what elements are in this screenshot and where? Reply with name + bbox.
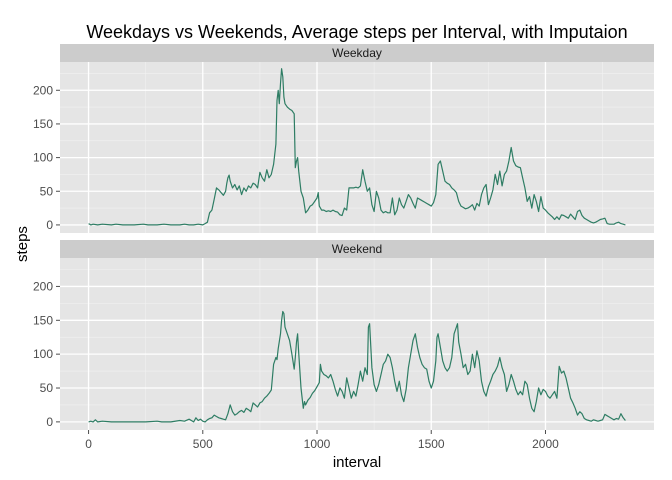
facet-strip-label: Weekend — [332, 242, 382, 256]
plot-panel-background — [60, 62, 654, 233]
y-tick-label: 200 — [33, 83, 53, 97]
facet-strip — [60, 44, 654, 62]
y-tick-label: 150 — [33, 117, 53, 131]
facet-panel-0: Weekday 0 50 100 150 200 — [33, 44, 654, 233]
x-tick-label: 2000 — [532, 437, 559, 451]
y-tick-label: 0 — [46, 415, 53, 429]
x-tick-label: 500 — [193, 437, 213, 451]
facet-strip — [60, 240, 654, 258]
x-tick-label: 1500 — [418, 437, 445, 451]
y-axis-title: steps — [14, 226, 31, 262]
chart-title: Weekdays vs Weekends, Average steps per … — [86, 22, 627, 42]
x-tick-label: 1000 — [304, 437, 331, 451]
series-line-weekend — [88, 310, 626, 423]
plot-panel-background — [60, 258, 654, 430]
y-tick-label: 100 — [33, 347, 53, 361]
facet-strip-label: Weekday — [332, 46, 382, 60]
x-axis-title: interval — [333, 454, 381, 471]
y-tick-label: 0 — [46, 218, 53, 232]
y-tick-label: 150 — [33, 313, 53, 327]
y-tick-label: 50 — [40, 184, 54, 198]
y-tick-label: 100 — [33, 151, 53, 165]
series-line-weekday — [88, 68, 626, 226]
y-tick-label: 50 — [40, 381, 54, 395]
y-tick-label: 200 — [33, 279, 53, 293]
x-tick-label: 0 — [85, 437, 92, 451]
